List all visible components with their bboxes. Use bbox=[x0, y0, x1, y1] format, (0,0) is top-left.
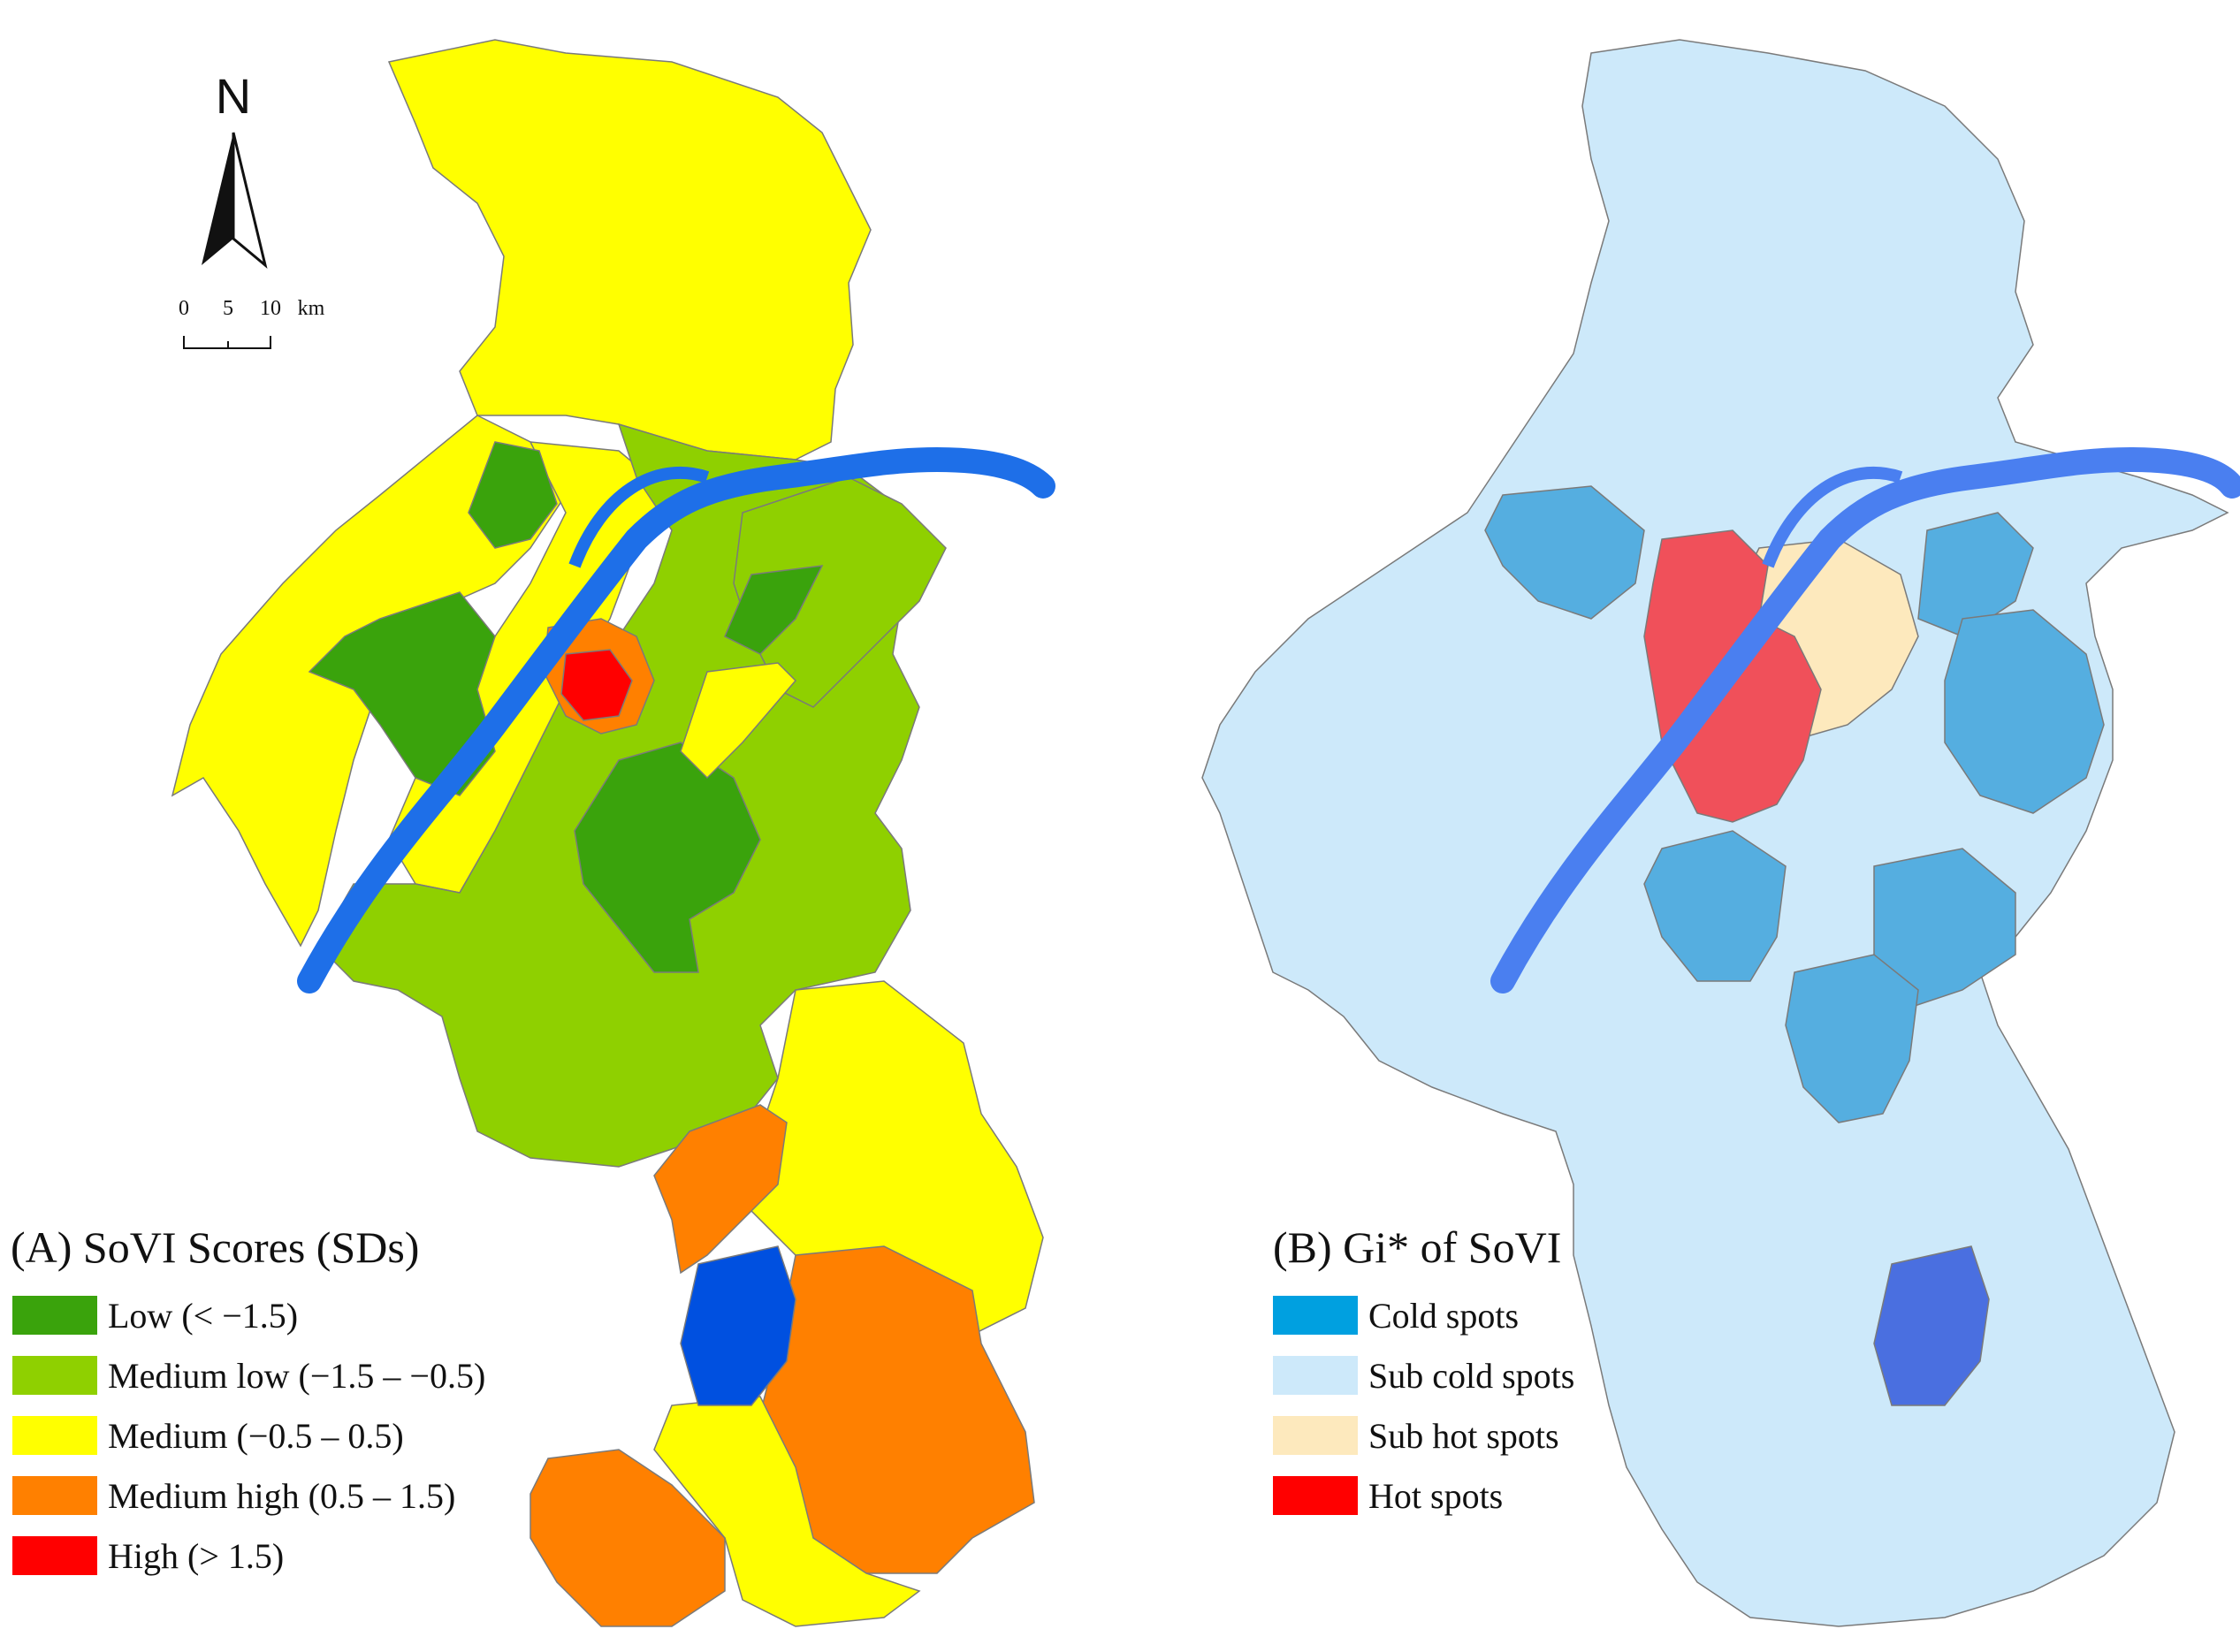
region-a-low-3 bbox=[574, 742, 761, 973]
legend-b-label-1: Sub cold spots bbox=[1368, 1356, 1574, 1396]
region-a-east-yellow bbox=[680, 662, 797, 780]
region-b-cold-east-2 bbox=[1944, 609, 2105, 814]
scale-unit: km bbox=[298, 297, 325, 320]
legend-a-label-4: High (> 1.5) bbox=[108, 1536, 284, 1576]
legend-b-label-3: Hot spots bbox=[1368, 1476, 1503, 1516]
north-label: N bbox=[216, 68, 251, 124]
river-b bbox=[1490, 446, 2240, 993]
legend-a-label-2: Medium (−0.5 – 0.5) bbox=[108, 1416, 404, 1456]
region-a-southwest-mhigh bbox=[530, 1449, 726, 1627]
scale-bar-line bbox=[183, 336, 271, 349]
north-arrow-icon bbox=[202, 132, 268, 270]
legend-b-title: (B) Gi* of SoVI bbox=[1273, 1222, 1561, 1272]
river-a bbox=[297, 446, 1055, 993]
legend-b-swatch-3 bbox=[1273, 1476, 1358, 1515]
region-a-urban-high bbox=[560, 649, 633, 721]
scale-tick-0: 0 bbox=[179, 297, 189, 320]
legend-b-swatch-0 bbox=[1273, 1296, 1358, 1335]
legend-b-label-2: Sub hot spots bbox=[1368, 1416, 1559, 1456]
region-a-north bbox=[387, 39, 872, 461]
scale-tick-5: 5 bbox=[223, 297, 233, 320]
legend-a-swatch-4 bbox=[12, 1536, 97, 1575]
legend-a-label-0: Low (< −1.5) bbox=[108, 1296, 298, 1336]
region-a-low-4 bbox=[724, 565, 824, 655]
legend-a-swatch-3 bbox=[12, 1476, 97, 1515]
region-a-south-yellow-2 bbox=[653, 1396, 921, 1627]
legend-b: (B) Gi* of SoVI Cold spots Sub cold spots… bbox=[1273, 1222, 1574, 1516]
panel-b-map bbox=[1201, 39, 2240, 1627]
scale-tick-10: 10 bbox=[260, 297, 281, 320]
legend-a-swatch-0 bbox=[12, 1296, 97, 1335]
legend-a-swatch-2 bbox=[12, 1416, 97, 1455]
river-b-loop bbox=[1762, 467, 1903, 568]
river-a-loop bbox=[568, 467, 710, 568]
legend-a-label-3: Medium high (0.5 – 1.5) bbox=[108, 1476, 455, 1516]
region-b-cold-west bbox=[1484, 485, 1645, 620]
legend-a-title: (A) SoVI Scores (SDs) bbox=[11, 1222, 419, 1272]
lake-a bbox=[680, 1245, 796, 1406]
north-arrow: N bbox=[202, 68, 268, 270]
legend-a-label-1: Medium low (−1.5 – −0.5) bbox=[108, 1356, 485, 1396]
panel-a-map bbox=[171, 39, 1055, 1627]
legend-a: (A) SoVI Scores (SDs) Low (< −1.5) Medium… bbox=[11, 1222, 485, 1576]
legend-b-swatch-1 bbox=[1273, 1356, 1358, 1395]
legend-b-swatch-2 bbox=[1273, 1416, 1358, 1455]
region-a-low-1 bbox=[468, 441, 558, 549]
scale-bar: 0 5 10 km bbox=[179, 297, 325, 349]
region-a-south-mhigh-1 bbox=[653, 1104, 788, 1275]
region-b-cold-south-3 bbox=[1785, 954, 1919, 1123]
region-b-cold-east-1 bbox=[1917, 512, 2034, 637]
legend-a-swatch-1 bbox=[12, 1356, 97, 1395]
legend-b-label-0: Cold spots bbox=[1368, 1296, 1519, 1336]
lake-b bbox=[1873, 1245, 1990, 1406]
region-b-cold-south-1 bbox=[1643, 830, 1787, 982]
